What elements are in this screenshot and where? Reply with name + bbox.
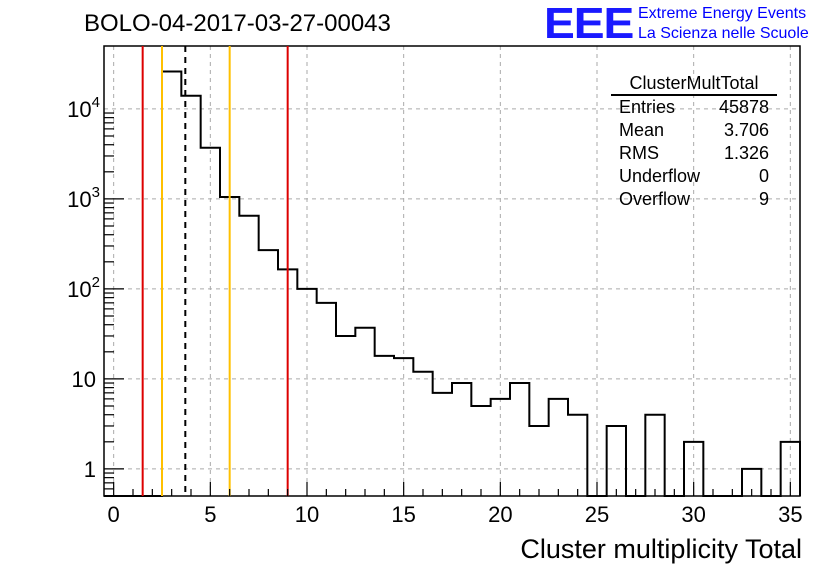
histogram-bin	[162, 72, 181, 496]
x-tick-label: 10	[295, 502, 319, 527]
logo-line-1: Extreme Energy Events	[638, 5, 807, 22]
stats-label: Entries	[619, 97, 676, 117]
eee-logo-mark: EEE	[544, 0, 634, 48]
stats-row-overflow: Overflow 9	[611, 188, 777, 211]
stats-value: 0	[758, 166, 769, 186]
histogram-bin	[471, 406, 490, 496]
stats-value: 9	[758, 189, 769, 209]
stats-row-entries: Entries 45878	[611, 96, 777, 119]
y-tick-label: 1	[84, 457, 96, 482]
histogram-bin	[433, 393, 452, 496]
stats-value: 3.706	[723, 120, 769, 140]
stats-box: ClusterMultTotal Entries 45878 Mean 3.70…	[611, 72, 777, 211]
stats-value: 45878	[718, 97, 769, 117]
histogram-bin	[317, 303, 336, 496]
histogram-bin	[413, 372, 432, 496]
x-tick-label: 20	[488, 502, 512, 527]
histogram-bin	[336, 336, 355, 496]
histogram-bin	[452, 383, 471, 496]
histogram-bin	[645, 415, 664, 496]
y-tick-label: 103	[67, 184, 100, 212]
x-tick-label: 15	[391, 502, 415, 527]
histogram-bin	[510, 383, 529, 496]
chart-title: BOLO-04-2017-03-27-00043	[84, 10, 391, 37]
histogram-bin	[239, 216, 258, 496]
histogram-bin	[549, 399, 568, 496]
stats-label: Mean	[619, 120, 665, 140]
histogram-bin	[259, 250, 278, 496]
x-tick-label: 30	[681, 502, 705, 527]
eee-logo: EEE Extreme Energy Events La Scienza nel…	[544, 2, 834, 46]
histogram-bin	[568, 415, 587, 496]
x-tick-label: 25	[585, 502, 609, 527]
x-tick-label: 35	[778, 502, 802, 527]
histogram-bin	[607, 426, 626, 496]
x-axis-label: Cluster multiplicity Total	[520, 534, 802, 564]
x-tick-label: 5	[204, 502, 216, 527]
y-tick-label: 104	[67, 94, 100, 122]
stats-value: 1.326	[723, 143, 769, 163]
histogram-bin	[375, 356, 394, 496]
stats-row-rms: RMS 1.326	[611, 142, 777, 165]
histogram-bin	[529, 426, 548, 496]
y-tick-label: 102	[67, 274, 100, 302]
stats-label: Overflow	[619, 189, 691, 209]
stats-label: Underflow	[619, 166, 701, 186]
stats-box-title: ClusterMultTotal	[611, 72, 777, 96]
stats-row-underflow: Underflow 0	[611, 165, 777, 188]
logo-line-2: La Scienza nelle Scuole	[638, 25, 809, 42]
histogram-bin	[355, 328, 374, 496]
histogram-bin	[181, 96, 200, 496]
y-tick-label: 10	[72, 367, 96, 392]
histogram-outline	[104, 70, 801, 497]
stats-row-mean: Mean 3.706	[611, 119, 777, 142]
plot-frame	[103, 45, 801, 497]
x-tick-label: 0	[108, 502, 120, 527]
stats-label: RMS	[619, 143, 659, 163]
